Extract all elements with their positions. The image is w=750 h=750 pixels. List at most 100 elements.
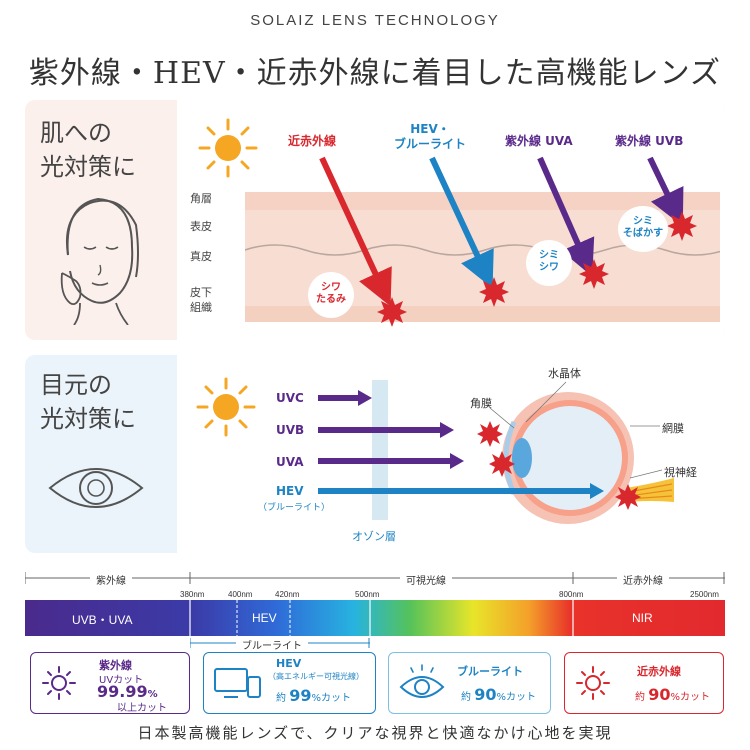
eye-arrows bbox=[318, 390, 604, 499]
eye-icon bbox=[48, 468, 144, 508]
label-cornea: 角膜 bbox=[470, 397, 492, 410]
ray-label-uvb: UVB bbox=[276, 423, 305, 437]
band-uv: UVB・UVA bbox=[72, 613, 133, 627]
card-hev: HEV （高エネルギー可視光線） 約 99%カット bbox=[203, 652, 376, 714]
card-nir-title: 近赤外線 bbox=[637, 665, 681, 678]
eye-icon bbox=[399, 664, 445, 698]
card-uv-value: 99.99% bbox=[97, 682, 158, 701]
skin-arrows bbox=[319, 156, 684, 307]
nm-500: 500nm bbox=[355, 590, 380, 599]
arrow-label-hev: HEV・ ブルーライト bbox=[390, 122, 470, 152]
bubble-spot-1: シミ bbox=[539, 250, 559, 261]
sun-icon bbox=[196, 377, 256, 437]
face-icon bbox=[60, 197, 139, 325]
ozone-label: オゾン層 bbox=[352, 530, 396, 543]
nm-400: 400nm bbox=[228, 590, 253, 599]
devices-icon bbox=[214, 668, 261, 698]
card-uv-note: 以上カット bbox=[117, 703, 167, 714]
card-hev-number: 99 bbox=[289, 686, 312, 705]
damage-burst-icon bbox=[377, 297, 407, 327]
card-hev-sub: （高エネルギー可視光線） bbox=[268, 672, 364, 681]
bubble-spot-wrinkle: シミ シワ bbox=[526, 240, 572, 286]
label-optic-nerve: 視神経 bbox=[664, 466, 697, 479]
ray-label-uva: UVA bbox=[276, 455, 304, 469]
damage-burst-icon bbox=[579, 259, 609, 289]
card-uv: 紫外線 UVカット 99.99% 以上カット bbox=[30, 652, 190, 714]
sun-icon bbox=[42, 666, 76, 700]
arrow-label-nir: 近赤外線 bbox=[288, 134, 337, 148]
card-bluelight-unit: %カット bbox=[496, 692, 536, 703]
layer-label-sub2: 組織 bbox=[190, 301, 212, 314]
card-bluelight-title: ブルーライト bbox=[457, 665, 523, 678]
ray-label-hev: HEV bbox=[276, 484, 304, 498]
stratum-corneum bbox=[245, 192, 720, 210]
bubble-freckle: シミ そばかす bbox=[618, 206, 668, 252]
bluelight-label: ブルーライト bbox=[236, 637, 308, 652]
page-headline: 紫外線・HEV・近赤外線に着目した高機能レンズ bbox=[28, 56, 722, 91]
brand-title: SOLAIZ LENS TECHNOLOGY bbox=[250, 12, 500, 29]
card-uv-number: 99.99 bbox=[97, 682, 148, 701]
layer-label-dermis: 真皮 bbox=[190, 250, 212, 263]
card-bluelight: ブルーライト 約 90%カット bbox=[388, 652, 551, 714]
damage-burst-icon bbox=[667, 211, 697, 241]
eye-title-line1: 目元の bbox=[40, 371, 112, 399]
card-nir-value: 約 90%カット bbox=[635, 685, 710, 704]
eye-title: 目元の 光対策に bbox=[40, 368, 136, 436]
card-bluelight-value: 約 90%カット bbox=[461, 685, 536, 704]
bubble-wrinkle-1: シワ bbox=[321, 282, 341, 293]
label-retina: 網膜 bbox=[662, 422, 684, 435]
skin-title: 肌への 光対策に bbox=[40, 116, 136, 184]
damage-burst-icon bbox=[479, 277, 509, 307]
nm-800: 800nm bbox=[559, 590, 584, 599]
layer-label-sub1: 皮下 bbox=[190, 286, 212, 299]
damage-burst-icon bbox=[489, 451, 515, 477]
eye-leader-lines bbox=[489, 381, 663, 479]
arrow-label-uva: 紫外線 UVA bbox=[505, 134, 573, 148]
card-nir-number: 90 bbox=[648, 685, 671, 704]
label-lens: 水晶体 bbox=[548, 367, 581, 380]
bubble-wrinkle-2: たるみ bbox=[316, 294, 346, 305]
nm-2500: 2500nm bbox=[690, 590, 719, 599]
card-bluelight-number: 90 bbox=[474, 685, 497, 704]
skin-title-line2: 光対策に bbox=[40, 153, 136, 181]
card-hev-unit: %カット bbox=[311, 693, 351, 704]
sun-icon bbox=[576, 666, 610, 700]
arrow-label-uvb: 紫外線 UVB bbox=[615, 134, 684, 148]
spectrum-ruler bbox=[25, 572, 725, 584]
spectrum-bar bbox=[25, 600, 725, 636]
bubble-freckle-1: シミ bbox=[633, 216, 653, 227]
spectrum-dividers bbox=[189, 600, 574, 636]
bubble-spot-2: シワ bbox=[539, 262, 559, 273]
layer-label-epidermis: 表皮 bbox=[190, 220, 212, 233]
ozone-layer bbox=[372, 380, 388, 520]
subcutaneous bbox=[245, 306, 720, 322]
card-hev-prefix: 約 bbox=[276, 693, 286, 704]
card-uv-unit: % bbox=[147, 689, 158, 700]
card-hev-title: HEV bbox=[276, 657, 302, 670]
bubble-freckle-2: そばかす bbox=[622, 228, 664, 239]
damage-burst-icon bbox=[477, 421, 503, 447]
region-uv: 紫外線 bbox=[90, 572, 132, 587]
ray-label-uvc: UVC bbox=[276, 391, 304, 405]
sun-icon bbox=[198, 118, 258, 178]
layer-label-corneum: 角層 bbox=[190, 192, 212, 205]
arrow-label-hev-1: HEV・ bbox=[410, 122, 450, 136]
eye-title-line2: 光対策に bbox=[40, 405, 136, 433]
card-bluelight-prefix: 約 bbox=[461, 692, 471, 703]
region-visible: 可視光線 bbox=[400, 572, 452, 587]
region-ir: 近赤外線 bbox=[617, 572, 669, 587]
ray-label-hev-sub: （ブルーライト） bbox=[258, 503, 331, 513]
nm-380: 380nm bbox=[180, 590, 205, 599]
arrow-label-hev-2: ブルーライト bbox=[393, 137, 466, 151]
card-hev-value: 約 99%カット bbox=[276, 686, 351, 705]
card-uv-sub: UVカット bbox=[99, 675, 144, 686]
skin-title-line1: 肌への bbox=[40, 119, 112, 147]
bubble-wrinkle: シワ たるみ bbox=[308, 272, 354, 318]
damage-burst-icon bbox=[615, 484, 641, 510]
card-nir-unit: %カット bbox=[670, 692, 710, 703]
card-nir: 近赤外線 約 90%カット bbox=[564, 652, 724, 714]
card-nir-prefix: 約 bbox=[635, 692, 645, 703]
band-nir: NIR bbox=[632, 611, 653, 625]
card-uv-title: 紫外線 bbox=[99, 659, 132, 672]
nm-420: 420nm bbox=[275, 590, 300, 599]
